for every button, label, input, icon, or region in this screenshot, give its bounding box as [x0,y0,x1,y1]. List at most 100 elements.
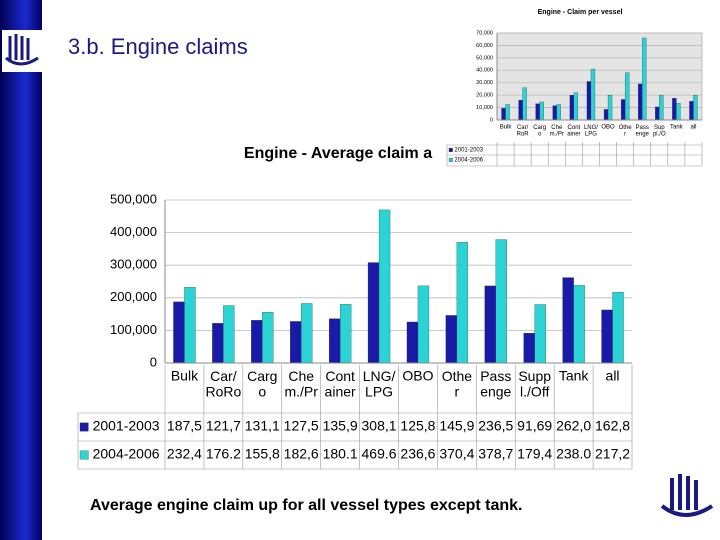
data-label: 145,9 [439,418,474,434]
bar [624,72,630,121]
data-label: 308,1 [362,418,397,434]
bar [693,94,698,121]
footer-text: Average engine claim up for all vessel t… [90,497,522,514]
sidebar [0,0,42,540]
data-label: 236,5 [478,418,513,434]
bar [620,99,626,121]
legend-swatch [79,422,89,432]
bar [689,101,694,121]
x-tick-label: LNG/LPG [363,368,396,399]
y-tick-label: 30,000 [476,80,493,86]
bar [290,321,302,364]
slide-title: 3.b. Engine claims [68,34,248,59]
bar [672,98,677,121]
x-tick-label: all [690,125,696,131]
legend-label: 2001-2003 [93,418,160,434]
data-label: 121,7 [206,418,241,434]
data-label: 378,7 [478,446,513,462]
x-tick-label: Cont ainer [567,125,580,138]
chart-title: Engine - Claim per vessel [538,9,623,16]
bar [612,292,624,364]
bar [339,304,352,364]
bar [586,81,592,121]
chart: Engine - Average claim a 0 100,000 200,000 3… [77,145,633,470]
bar [562,277,574,364]
y-tick-label: 100,000 [110,322,157,337]
bar [522,87,527,121]
chart-title: Engine - Average claim a [244,145,432,162]
bar [173,301,185,364]
y-tick-label: 20,000 [476,93,493,99]
y-tick-label: 50,000 [476,55,493,61]
bar [505,104,510,121]
data-label: 262,0 [556,418,591,434]
bar [251,320,263,364]
data-label: 469.6 [362,446,397,462]
bar [601,309,613,364]
x-tick-label: all [606,368,620,384]
legend-swatch [79,450,89,460]
bar [607,94,613,121]
x-tick-label: Bulk [500,125,513,131]
x-tick-label: Tank [559,368,590,384]
x-tick-label: Car/RoR [517,125,530,138]
bar [676,103,681,121]
data-label: 236,6 [400,446,435,462]
bar [262,312,274,364]
chart: Engine - Claim per vessel 0 10,000 20,000 30… [445,0,720,170]
bar [417,285,430,364]
y-tick-label: 40,000 [476,68,493,74]
bar [445,315,458,364]
x-tick-label: Carg o [533,125,546,138]
bar [539,101,544,121]
data-label: 232,4 [167,446,202,462]
x-tick-label: Pass enge [636,125,650,138]
bar [456,242,469,364]
data-label: 180.1 [323,446,358,462]
data-label: 217,2 [595,446,630,462]
bar [223,305,235,364]
data-label: 370,4 [439,446,474,462]
data-label: 176.2 [206,446,241,462]
bar [184,287,196,364]
x-tick-label: Bulk [171,368,199,384]
data-label: 182,6 [284,446,319,462]
bar [495,239,507,364]
data-label: 135,9 [323,418,358,434]
bar [501,108,506,121]
bar [523,332,535,364]
bar [638,83,643,121]
data-label: 127,5 [284,418,319,434]
bar [573,285,585,364]
y-tick-label: 70,000 [476,30,493,36]
logo [660,474,714,517]
bar [535,103,540,121]
bar [556,104,561,121]
bar [552,105,557,121]
x-tick-label: OBO [601,125,615,131]
data-label: 91,69 [517,418,552,434]
x-tick-label: Supp l./Off [518,368,551,399]
x-tick-label: Cont ainer [325,368,356,399]
x-tick-label: Pass enge [480,368,511,399]
bar [590,68,596,121]
x-tick-label: Othe r [619,125,633,138]
legend-swatch [448,148,453,152]
y-tick-label: 300,000 [110,257,157,272]
bar [518,99,523,121]
bar [603,109,609,121]
y-tick-label: 500,000 [110,191,157,206]
x-tick-label: Carg o [247,368,277,399]
y-tick-label: 60,000 [476,43,493,49]
bar [659,94,664,121]
bar [484,285,496,364]
y-tick-label: 10,000 [476,105,493,111]
bar [569,94,575,121]
x-tick-label: Car/RoRo [205,368,241,399]
bar [328,318,341,364]
x-tick-label: LNG/LPG [584,125,598,138]
data-label: 179,4 [517,446,552,462]
data-label: 125,8 [400,418,435,434]
x-tick-label: Sup pl./O [653,125,666,138]
bar [573,92,579,121]
